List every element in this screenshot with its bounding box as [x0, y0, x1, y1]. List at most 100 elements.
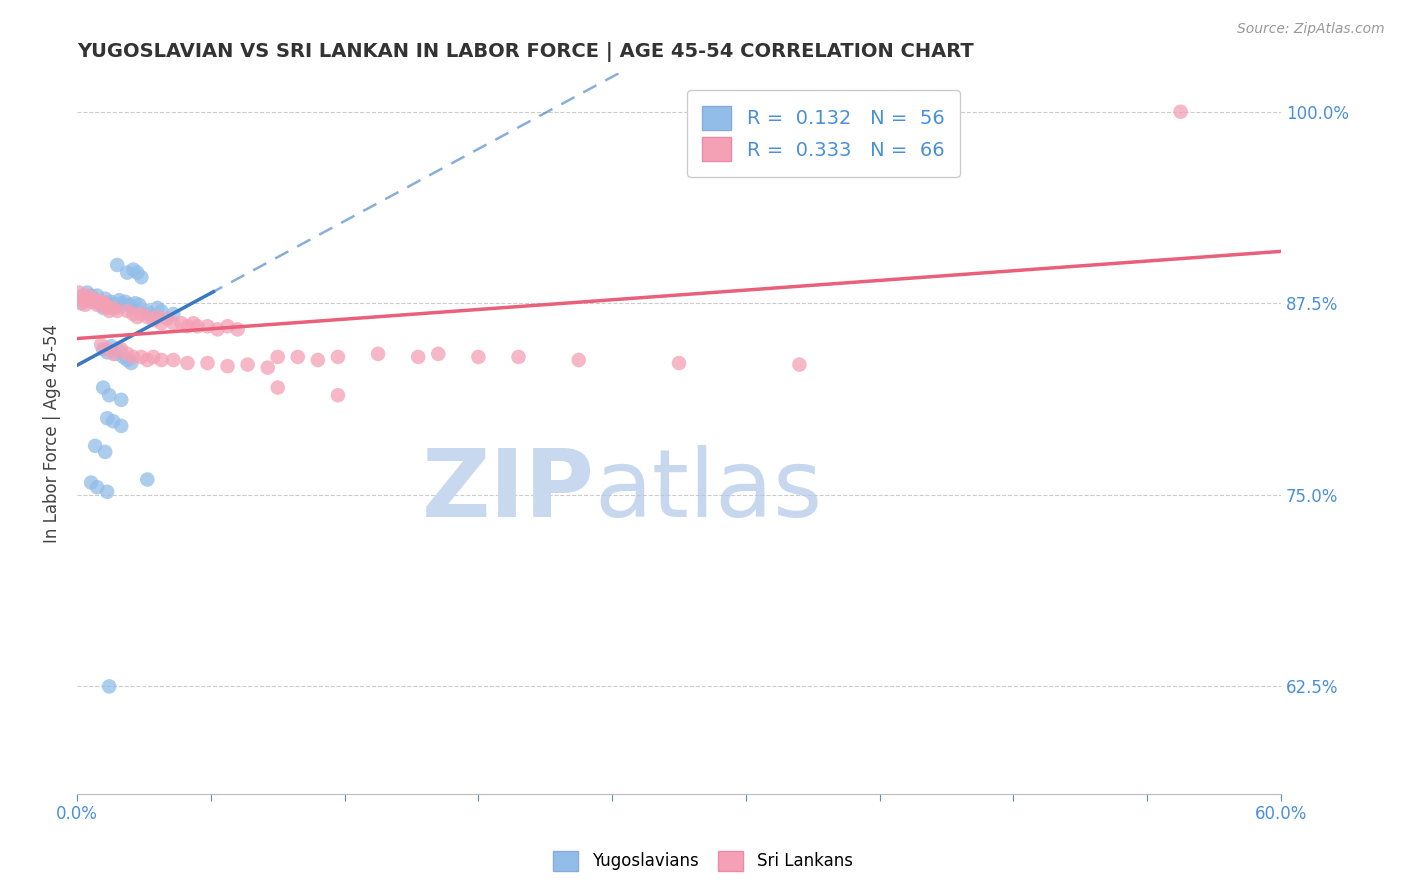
Text: atlas: atlas [595, 445, 823, 537]
Point [104, 347, 127, 361]
Point [142, 313, 165, 327]
Point [287, 350, 309, 364]
Point [122, 350, 145, 364]
Point [828, 104, 851, 119]
Point [176, 356, 198, 370]
Point [112, 298, 135, 312]
Point [70, 292, 93, 306]
Point [108, 293, 131, 308]
Point [162, 307, 184, 321]
Point [91, 343, 114, 357]
Point [91, 381, 114, 395]
Point [118, 298, 141, 312]
Point [75, 292, 97, 306]
Point [127, 310, 149, 324]
Point [217, 319, 239, 334]
Point [256, 360, 278, 375]
Point [80, 288, 103, 302]
Point [326, 350, 349, 364]
Point [98, 680, 121, 694]
Point [103, 301, 125, 315]
Point [98, 299, 121, 313]
Point [80, 294, 103, 309]
Point [127, 266, 149, 280]
Point [105, 304, 128, 318]
Point [128, 298, 150, 312]
Point [122, 262, 145, 277]
Legend: R =  0.132   N =  56, R =  0.333   N =  66: R = 0.132 N = 56, R = 0.333 N = 66 [686, 90, 960, 177]
Text: ZIP: ZIP [422, 445, 595, 537]
Point [89, 294, 111, 309]
Point [100, 294, 122, 309]
Point [96, 484, 118, 499]
Point [406, 350, 429, 364]
Point [156, 311, 179, 326]
Point [217, 359, 239, 373]
Y-axis label: In Labor Force | Age 45-54: In Labor Force | Age 45-54 [44, 324, 60, 543]
Point [94, 298, 117, 312]
Point [84, 294, 107, 309]
Point [120, 356, 142, 370]
Point [307, 353, 329, 368]
Point [96, 301, 118, 315]
Point [122, 307, 145, 321]
Point [70, 296, 93, 310]
Point [90, 337, 112, 351]
Point [236, 358, 259, 372]
Point [96, 411, 118, 425]
Point [138, 307, 160, 321]
Point [84, 439, 107, 453]
Point [150, 304, 173, 318]
Point [103, 347, 125, 361]
Point [96, 343, 118, 357]
Point [110, 343, 132, 357]
Point [110, 392, 132, 407]
Point [90, 298, 112, 312]
Point [104, 301, 127, 315]
Point [108, 343, 131, 358]
Point [117, 266, 139, 280]
Point [86, 298, 108, 312]
Point [91, 294, 114, 309]
Point [117, 353, 139, 368]
Point [86, 480, 108, 494]
Point [110, 418, 132, 433]
Point [110, 296, 132, 310]
Point [129, 270, 152, 285]
Point [136, 473, 159, 487]
Point [129, 350, 152, 364]
Point [162, 316, 184, 330]
Point [94, 445, 117, 459]
Point [267, 350, 290, 364]
Point [267, 381, 290, 395]
Text: YUGOSLAVIAN VS SRI LANKAN IN LABOR FORCE | AGE 45-54 CORRELATION CHART: YUGOSLAVIAN VS SRI LANKAN IN LABOR FORCE… [77, 42, 974, 62]
Point [77, 292, 100, 306]
Point [90, 298, 112, 312]
Point [129, 307, 152, 321]
Point [82, 292, 104, 306]
Point [75, 298, 97, 312]
Point [197, 319, 219, 334]
Point [183, 316, 205, 330]
Point [467, 350, 489, 364]
Point [72, 288, 94, 302]
Point [96, 296, 118, 310]
Point [146, 310, 169, 324]
Point [100, 339, 122, 353]
Point [124, 296, 146, 310]
Point [117, 347, 139, 361]
Point [72, 294, 94, 309]
Point [186, 319, 208, 334]
Point [98, 304, 121, 318]
Point [94, 292, 117, 306]
Point [114, 294, 136, 309]
Point [668, 356, 690, 370]
Point [136, 353, 159, 368]
Point [76, 285, 98, 300]
Point [170, 316, 193, 330]
Point [89, 294, 111, 309]
Point [80, 475, 103, 490]
Point [105, 258, 128, 272]
Point [96, 345, 118, 359]
Point [91, 301, 114, 315]
